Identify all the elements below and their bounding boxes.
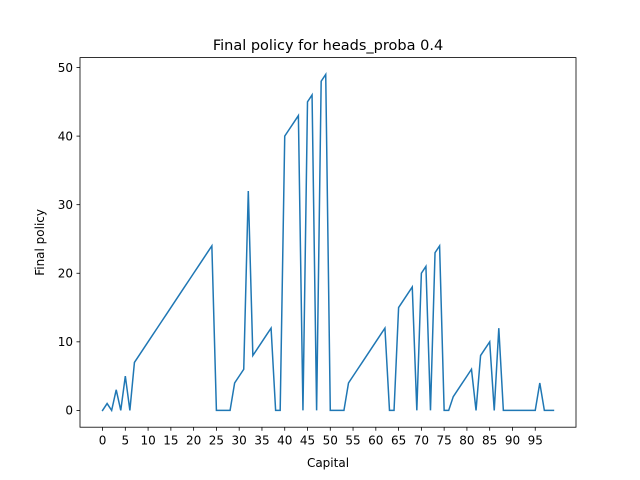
x-tick-label: 85 (482, 434, 497, 448)
policy-series-line (101, 71, 555, 413)
y-tick-label: 10 (58, 335, 73, 349)
x-tick-label: 60 (368, 434, 383, 448)
x-tick-label: 0 (99, 434, 107, 448)
x-tick-label: 90 (505, 434, 520, 448)
x-tick-label: 5 (121, 434, 129, 448)
x-tick-label: 35 (254, 434, 269, 448)
x-tick-label: 55 (345, 434, 360, 448)
chart-title: Final policy for heads_proba 0.4 (213, 38, 443, 54)
x-tick-label: 20 (186, 434, 201, 448)
x-tick-label: 25 (209, 434, 224, 448)
x-axis-label: Capital (307, 456, 349, 470)
x-tick-label: 75 (437, 434, 452, 448)
x-tick-label: 45 (300, 434, 315, 448)
y-tick-label: 0 (65, 404, 73, 418)
x-tick-label: 65 (391, 434, 406, 448)
x-tick-label: 50 (323, 434, 338, 448)
y-axis-ticks: 0 10 20 30 40 50 (58, 61, 80, 418)
plot-area (101, 71, 555, 413)
x-tick-label: 70 (414, 434, 429, 448)
x-tick-label: 15 (163, 434, 178, 448)
y-tick-label: 20 (58, 267, 73, 281)
y-tick-label: 50 (58, 61, 73, 75)
x-axis-ticks: 0 5 10 15 20 25 30 35 40 45 50 55 60 65 70 75 80 85 90 95 (99, 427, 543, 448)
axes-frame (79, 57, 577, 428)
y-tick-label: 30 (58, 198, 73, 212)
y-axis-label: Final policy (33, 209, 47, 276)
x-tick-label: 80 (459, 434, 474, 448)
y-tick-label: 40 (58, 129, 73, 143)
x-tick-label: 10 (140, 434, 155, 448)
x-tick-label: 40 (277, 434, 292, 448)
x-tick-label: 30 (232, 434, 247, 448)
x-tick-label: 95 (528, 434, 543, 448)
